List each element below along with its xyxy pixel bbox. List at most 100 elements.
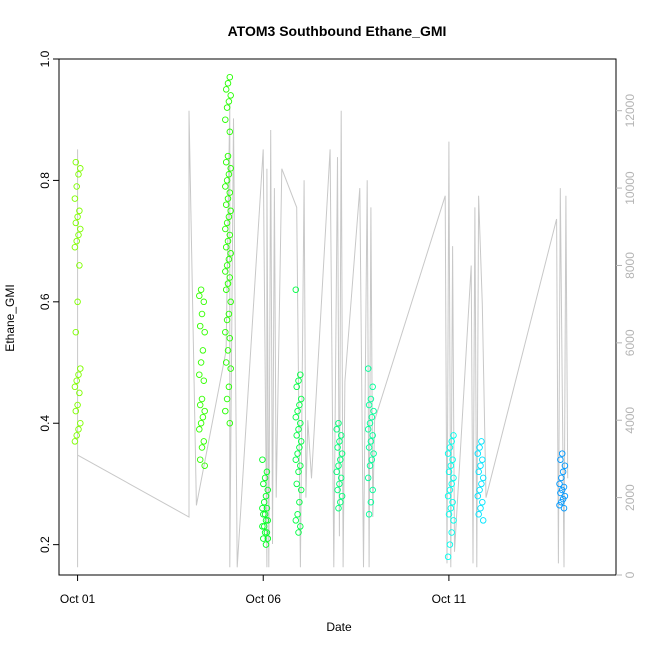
data-point — [474, 492, 482, 500]
data-point — [293, 432, 300, 439]
data-point — [260, 480, 267, 488]
data-point — [474, 450, 482, 457]
data-point — [259, 504, 266, 512]
plot-frame — [58, 58, 617, 576]
data-point — [222, 183, 229, 190]
data-point — [222, 86, 230, 93]
data-point — [74, 401, 81, 409]
y2-tick-label: 12000 — [623, 94, 637, 128]
data-point — [559, 468, 567, 476]
data-point — [227, 298, 234, 306]
data-point — [223, 104, 231, 111]
data-point — [226, 419, 234, 427]
data-point — [450, 517, 457, 524]
data-point — [74, 213, 81, 221]
data-point — [297, 419, 304, 427]
data-point — [72, 328, 80, 336]
data-point — [447, 504, 455, 512]
data-point — [75, 171, 82, 178]
data-point — [224, 280, 232, 287]
data-point — [297, 486, 305, 494]
data-point — [263, 529, 271, 536]
data-point — [477, 462, 484, 469]
data-point — [295, 468, 302, 476]
data-point — [224, 237, 232, 245]
data-point — [296, 401, 303, 409]
data-point — [225, 383, 233, 391]
data-point — [333, 468, 340, 476]
x-tick-label: Oct 11 — [432, 592, 467, 606]
data-point — [446, 444, 454, 451]
data-point — [259, 523, 266, 530]
data-point — [297, 523, 304, 530]
data-point — [227, 250, 234, 257]
data-point — [333, 426, 340, 433]
data-point — [74, 298, 81, 306]
data-point — [294, 450, 301, 457]
data-point — [73, 237, 80, 245]
data-point — [476, 486, 483, 494]
data-point — [227, 207, 234, 215]
data-point — [369, 432, 376, 439]
data-point — [364, 365, 372, 372]
data-point — [448, 529, 455, 536]
data-point — [560, 504, 568, 512]
data-point — [475, 511, 482, 518]
y-axis-label: Ethane_GMI — [3, 284, 17, 351]
data-point — [292, 286, 300, 293]
data-point — [364, 426, 372, 433]
data-point — [196, 292, 203, 300]
data-point — [226, 189, 234, 196]
data-point — [226, 128, 234, 136]
data-point — [444, 553, 452, 561]
data-point — [560, 483, 568, 491]
data-point — [369, 383, 376, 391]
data-point — [445, 511, 453, 518]
data-point — [224, 80, 232, 87]
y2-tick-label: 4000 — [623, 407, 637, 434]
data-point — [337, 456, 344, 463]
data-point — [335, 462, 342, 469]
data-point — [260, 523, 268, 530]
data-point — [199, 347, 207, 354]
data-point — [297, 438, 305, 445]
data-point — [72, 407, 80, 415]
data-point — [227, 165, 234, 172]
data-point — [295, 529, 302, 536]
data-point — [558, 498, 565, 506]
y-tick-label: 1.0 — [38, 50, 52, 67]
data-point — [225, 171, 233, 178]
data-point — [335, 419, 342, 427]
data-point — [222, 116, 229, 123]
data-point — [295, 377, 302, 384]
data-point — [224, 152, 232, 160]
data-point — [337, 432, 345, 439]
data-point — [226, 274, 234, 281]
data-point — [222, 359, 230, 366]
data-point — [77, 165, 84, 172]
data-point — [293, 480, 300, 488]
data-point — [367, 438, 375, 445]
data-point — [201, 328, 208, 336]
data-point — [263, 504, 271, 512]
data-point — [561, 462, 569, 469]
data-point — [223, 395, 231, 403]
data-point — [446, 486, 454, 494]
data-point — [476, 444, 483, 451]
y-tick-label: 0.8 — [38, 172, 52, 189]
data-point — [71, 195, 79, 202]
data-point — [196, 401, 204, 409]
data-point — [200, 377, 208, 384]
data-point — [444, 492, 452, 500]
data-point — [335, 504, 342, 512]
data-point — [199, 413, 207, 421]
data-point — [224, 195, 232, 202]
data-point — [196, 456, 204, 463]
data-point — [370, 450, 377, 457]
data-point — [262, 541, 270, 548]
data-point — [260, 498, 268, 506]
y-tick-label: 0.4 — [38, 415, 52, 432]
data-point — [222, 286, 230, 293]
